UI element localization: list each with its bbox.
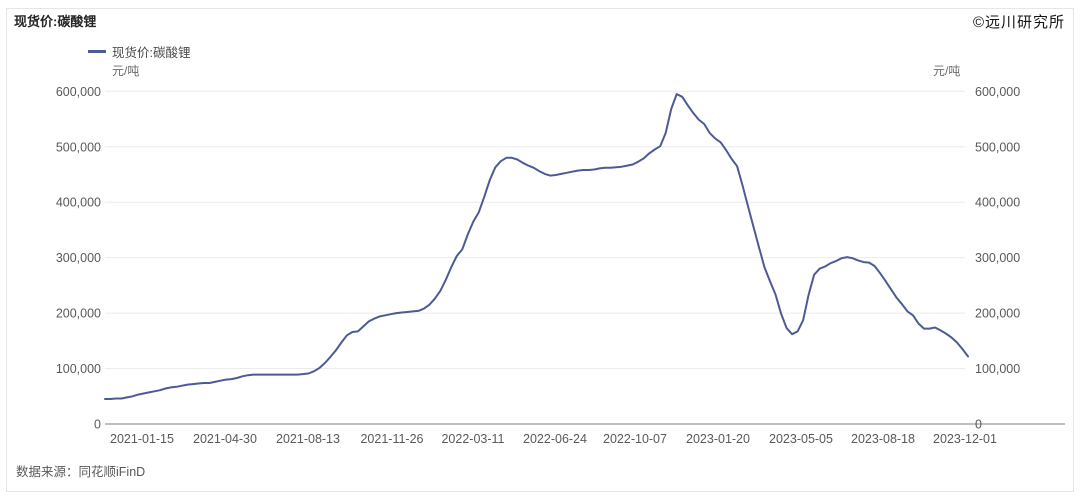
y-tick-label-right: 300,000 <box>975 251 1020 265</box>
x-tick-label: 2022-10-07 <box>603 432 667 446</box>
y-tick-label-left: 600,000 <box>56 85 101 99</box>
y-tick-label-right: 100,000 <box>975 362 1020 376</box>
y-tick-label-left: 200,000 <box>56 307 101 321</box>
y-axis-unit-left: 元/吨 <box>112 64 140 78</box>
x-tick-label: 2021-11-26 <box>360 432 423 446</box>
y-tick-label-right: 500,000 <box>975 140 1020 154</box>
watermark: ©远川研究所 <box>972 14 1065 31</box>
y-tick-label-left: 0 <box>94 418 101 432</box>
y-axis-unit-right: 元/吨 <box>933 64 961 78</box>
price-line-series[interactable] <box>104 93 969 400</box>
legend-line-marker-icon <box>88 50 106 53</box>
x-tick-label: 2021-08-13 <box>276 432 340 446</box>
data-source-note: 数据来源：同花顺iFinD <box>16 465 146 479</box>
y-tick-label-left: 100,000 <box>56 362 101 376</box>
y-tick-label-right: 0 <box>975 418 982 432</box>
y-tick-label-right: 200,000 <box>975 307 1020 321</box>
x-tick-label: 2021-01-15 <box>110 432 174 446</box>
chart-title: 现货价:碳酸锂 <box>14 14 97 29</box>
x-tick-label: 2022-06-24 <box>523 432 587 446</box>
y-tick-label-right: 400,000 <box>975 196 1020 210</box>
legend-label: 现货价:碳酸锂 <box>112 46 191 60</box>
x-tick-label: 2023-05-05 <box>769 432 833 446</box>
x-tick-label: 2023-01-20 <box>686 432 750 446</box>
legend: 现货价:碳酸锂 <box>88 42 190 61</box>
y-tick-label-right: 600,000 <box>975 85 1020 99</box>
y-tick-label-left: 500,000 <box>56 140 101 154</box>
x-tick-label: 2023-12-01 <box>933 432 997 446</box>
x-tick-label: 2021-04-30 <box>193 432 257 446</box>
x-tick-label: 2022-03-11 <box>441 432 504 446</box>
x-tick-label: 2023-08-18 <box>851 432 915 446</box>
y-tick-label-left: 400,000 <box>56 196 101 210</box>
y-tick-label-left: 300,000 <box>56 251 101 265</box>
